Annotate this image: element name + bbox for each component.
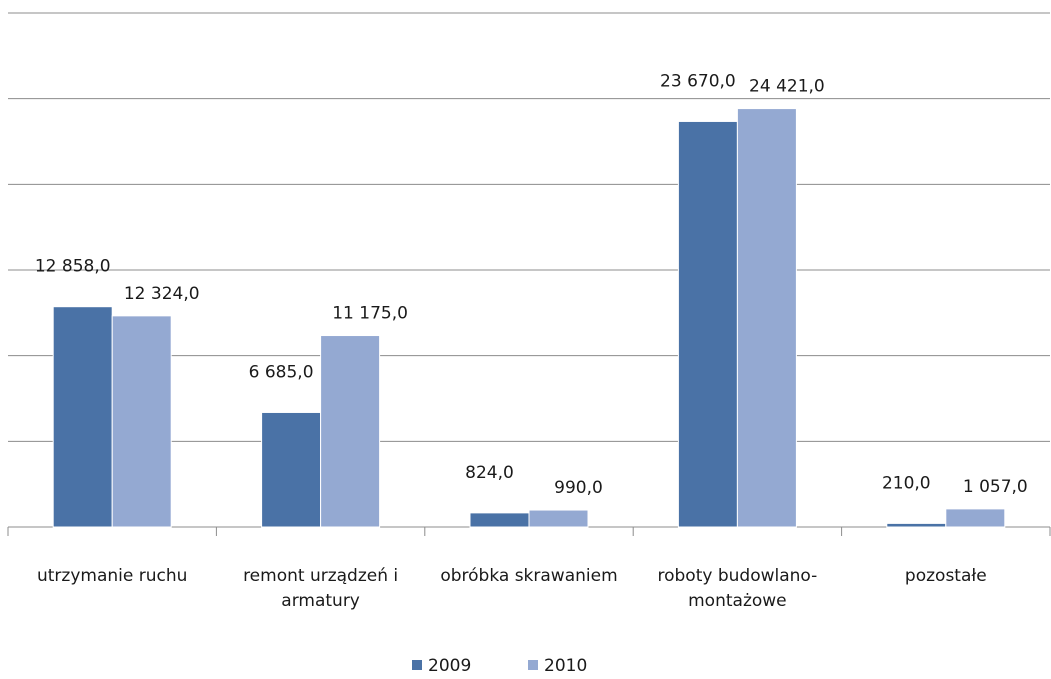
data-label: 12 324,0 xyxy=(124,284,200,304)
bar xyxy=(320,335,381,528)
legend-label: 2010 xyxy=(544,656,587,676)
bar xyxy=(528,509,589,528)
data-label: 24 421,0 xyxy=(749,77,825,97)
data-label: 11 175,0 xyxy=(332,304,408,324)
bar xyxy=(469,512,530,528)
legend-swatch xyxy=(528,660,538,670)
data-label: 824,0 xyxy=(465,463,514,483)
bar xyxy=(261,411,322,528)
bar xyxy=(677,120,738,528)
x-tick-label: roboty budowlano-montażowe xyxy=(657,566,818,611)
bar xyxy=(945,508,1006,528)
bar xyxy=(736,108,797,528)
data-label: 12 858,0 xyxy=(35,257,111,277)
bar xyxy=(52,306,113,528)
legend-label: 2009 xyxy=(428,656,471,676)
bar xyxy=(111,315,172,528)
data-label: 1 057,0 xyxy=(963,477,1028,497)
data-label: 6 685,0 xyxy=(249,362,314,382)
x-tick-label: pozostałe xyxy=(904,566,987,586)
data-label: 210,0 xyxy=(882,473,931,493)
x-tick-label: utrzymanie ruchu xyxy=(36,566,188,586)
x-tick-label: remont urządzeń i armatury xyxy=(243,566,399,611)
data-label: 990,0 xyxy=(554,478,603,498)
data-label: 23 670,0 xyxy=(660,71,736,91)
legend-swatch xyxy=(412,660,422,670)
x-tick-label: obróbka skrawaniem xyxy=(440,566,618,586)
bar xyxy=(886,522,947,528)
